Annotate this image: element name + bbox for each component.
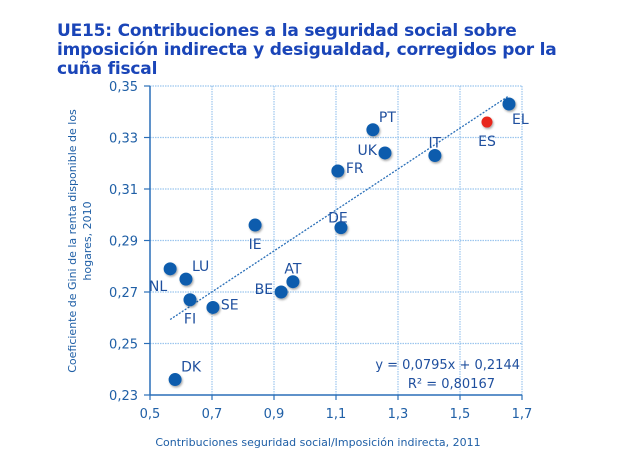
trendline-equation: y = 0,0795x + 0,2144	[375, 358, 520, 373]
point-label-nl: NL	[149, 279, 167, 295]
point-label-ie: IE	[249, 237, 262, 253]
chart-title-line-3: cuña fiscal	[57, 59, 158, 79]
chart-title-line-2: imposición indirecta y desigualdad, corr…	[57, 40, 557, 60]
data-point-ie	[248, 218, 262, 232]
data-points	[163, 97, 516, 387]
trendline-r-squared: R² = 0,80167	[408, 377, 495, 392]
trendline	[169, 95, 510, 321]
data-point-fi	[183, 293, 197, 307]
y-tick-label: 0,23	[109, 389, 138, 404]
point-label-el: EL	[512, 112, 529, 128]
data-point-it	[428, 149, 442, 163]
y-tick-label: 0,29	[109, 235, 138, 250]
y-axis-title-line-1: Coeficiente de Gini de la renta disponib…	[66, 109, 79, 373]
x-tick-label: 1,3	[388, 407, 409, 422]
point-label-fi: FI	[184, 312, 196, 328]
x-tick-label: 1,7	[512, 407, 533, 422]
point-label-es: ES	[478, 134, 496, 150]
point-label-be: BE	[255, 282, 273, 298]
x-tick-label: 0,5	[140, 407, 161, 422]
data-point-fr	[331, 164, 345, 178]
data-point-es	[481, 116, 493, 128]
axes: 0,23 0,25 0,27 0,29 0,31 0,33 0,35 0,5 0,7 0,9 1,1…	[109, 80, 532, 422]
data-point-at	[286, 275, 300, 289]
y-tick-label: 0,27	[109, 286, 138, 301]
data-point-lu	[179, 272, 193, 286]
x-tick-label: 1,5	[450, 407, 471, 422]
y-tick-label: 0,25	[109, 338, 138, 353]
data-point-se	[206, 300, 220, 314]
y-axis-title-line-2: hogares, 2010	[81, 201, 94, 280]
y-axis-title: Coeficiente de Gini de la renta disponib…	[66, 109, 94, 373]
point-label-lu: LU	[192, 259, 209, 275]
x-tick-label: 1,1	[326, 407, 347, 422]
data-point-nl	[163, 262, 177, 276]
point-label-at: AT	[284, 262, 301, 278]
point-label-se: SE	[221, 297, 239, 313]
trendline-group	[169, 95, 510, 321]
x-tick-label: 0,7	[202, 407, 223, 422]
point-label-uk: UK	[358, 143, 378, 159]
data-point-uk	[378, 146, 392, 160]
x-axis-title: Contribuciones seguridad social/Imposici…	[155, 436, 480, 449]
data-point-el	[502, 97, 516, 111]
grid	[150, 85, 523, 395]
y-tick-label: 0,33	[109, 132, 138, 147]
point-label-pt: PT	[379, 110, 396, 126]
point-label-it: IT	[429, 136, 442, 152]
chart-title-line-1: UE15: Contribuciones a la seguridad soci…	[57, 21, 517, 41]
y-tick-label: 0,31	[109, 183, 138, 198]
data-point-pt	[366, 123, 380, 137]
point-label-fr: FR	[346, 161, 364, 177]
y-tick-label: 0,35	[109, 80, 138, 95]
x-tick-label: 0,9	[264, 407, 285, 422]
point-label-dk: DK	[181, 360, 202, 376]
point-labels: EL ES PT UK IT FR DE IE AT BE LU NL FI SE DK	[149, 110, 529, 376]
data-point-be	[274, 285, 288, 299]
data-point-dk	[168, 373, 182, 387]
chart-title: UE15: Contribuciones a la seguridad soci…	[57, 22, 577, 79]
data-point-de	[334, 221, 348, 235]
point-label-de: DE	[328, 211, 348, 227]
